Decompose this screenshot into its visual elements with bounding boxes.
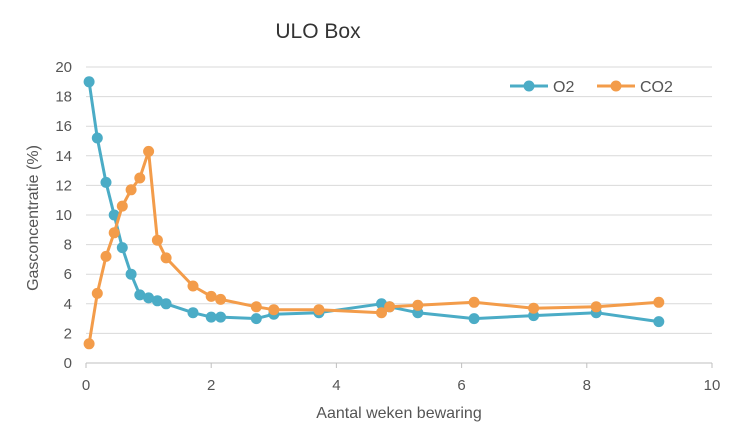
data-point-o2-22 xyxy=(653,316,665,328)
data-point-co2-0 xyxy=(83,338,95,350)
y-tick-label-16: 16 xyxy=(55,118,72,135)
data-point-co2-7 xyxy=(143,145,155,157)
data-point-co2-8 xyxy=(151,234,163,246)
y-tick-label-12: 12 xyxy=(55,177,72,194)
chart-title: ULO Box xyxy=(275,20,361,43)
x-tick-label-2: 2 xyxy=(207,377,215,394)
data-point-co2-16 xyxy=(376,307,387,319)
y-tick-label-0: 0 xyxy=(64,355,72,372)
y-tick-label-10: 10 xyxy=(55,207,72,224)
x-tick-label-8: 8 xyxy=(583,377,591,394)
y-tick-label-2: 2 xyxy=(64,325,72,342)
data-point-o2-5 xyxy=(125,268,137,280)
y-tick-label-20: 20 xyxy=(55,59,72,76)
data-point-co2-15 xyxy=(313,304,325,316)
axes: 0 2 4 6 8 10 12 14 16 18 20 0 2 4 6 8 10 xyxy=(55,59,720,394)
legend-item-o2: O2 xyxy=(510,79,574,96)
data-point-co2-4 xyxy=(116,200,128,212)
data-point-co2-22 xyxy=(653,296,665,308)
legend-o2-label: O2 xyxy=(553,79,574,96)
data-point-co2-18 xyxy=(412,299,424,311)
data-point-co2-17 xyxy=(384,301,396,313)
x-axis-title: Aantal weken bewaring xyxy=(316,405,481,422)
y-tick-label-14: 14 xyxy=(55,148,72,165)
legend-o2-swatch-marker xyxy=(523,80,535,92)
x-tick-label-10: 10 xyxy=(704,377,721,394)
data-point-o2-11 xyxy=(205,311,217,323)
data-point-o2-1 xyxy=(91,132,103,144)
data-point-o2-9 xyxy=(160,298,172,310)
legend: O2 CO2 xyxy=(510,79,673,96)
data-point-co2-6 xyxy=(134,172,146,184)
legend-co2-swatch-marker xyxy=(610,80,622,92)
series-layer xyxy=(83,76,665,350)
series-o2 xyxy=(83,76,665,328)
data-point-o2-3 xyxy=(108,209,120,221)
data-point-o2-19 xyxy=(468,313,480,325)
series-line-o2 xyxy=(87,81,660,324)
data-point-o2-4 xyxy=(116,242,128,254)
data-point-co2-14 xyxy=(268,304,280,316)
data-point-o2-8 xyxy=(151,295,163,307)
data-point-co2-3 xyxy=(108,227,120,239)
legend-co2-label: CO2 xyxy=(640,79,673,96)
legend-item-co2: CO2 xyxy=(597,79,673,96)
y-axis-title: Gasconcentratie (%) xyxy=(25,145,42,291)
data-point-o2-10 xyxy=(187,307,199,319)
data-point-o2-12 xyxy=(215,311,227,323)
y-tick-label-6: 6 xyxy=(64,266,72,283)
data-point-co2-5 xyxy=(125,184,137,196)
data-point-co2-19 xyxy=(468,296,480,308)
y-tick-label-18: 18 xyxy=(55,89,72,106)
data-point-o2-2 xyxy=(100,176,112,188)
data-point-co2-12 xyxy=(215,293,227,305)
data-point-co2-20 xyxy=(528,302,540,314)
data-point-co2-21 xyxy=(590,301,602,313)
y-tick-label-8: 8 xyxy=(64,237,72,254)
data-point-co2-2 xyxy=(100,250,112,262)
data-point-co2-13 xyxy=(250,301,262,313)
x-tick-label-0: 0 xyxy=(82,377,90,394)
data-point-o2-13 xyxy=(250,313,262,325)
data-point-co2-11 xyxy=(205,290,217,302)
data-point-co2-1 xyxy=(91,287,103,299)
data-point-o2-6 xyxy=(134,289,146,301)
data-point-co2-9 xyxy=(160,252,172,264)
x-tick-label-4: 4 xyxy=(332,377,340,394)
data-point-o2-0 xyxy=(83,76,95,88)
series-co2 xyxy=(83,145,665,350)
data-point-o2-7 xyxy=(143,292,155,304)
x-tick-label-6: 6 xyxy=(457,377,465,394)
grid-lines xyxy=(86,66,712,334)
data-point-co2-10 xyxy=(187,280,199,292)
y-tick-label-4: 4 xyxy=(64,296,72,313)
